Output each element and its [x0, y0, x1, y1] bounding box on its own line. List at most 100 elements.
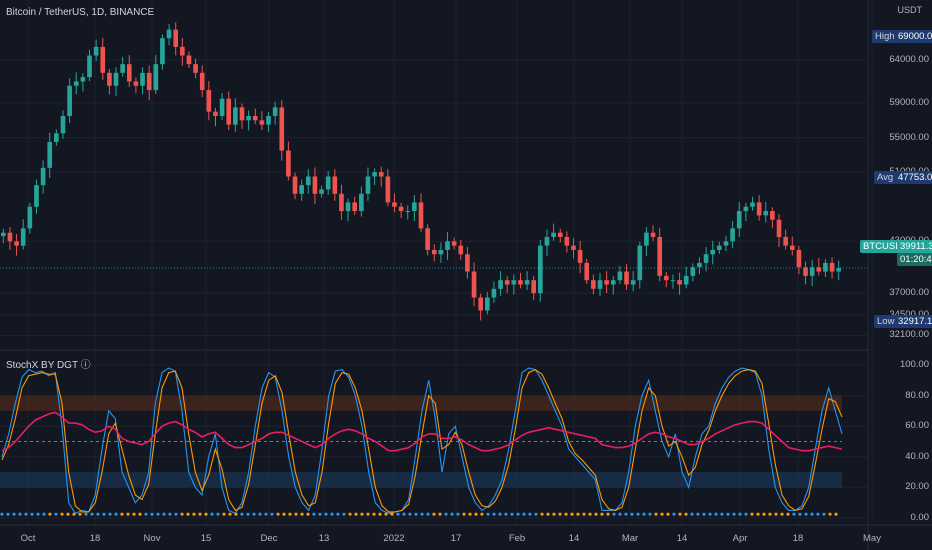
signal-dot — [78, 512, 82, 516]
k-line — [1, 367, 843, 515]
candle-down — [107, 72, 112, 86]
signal-dot — [138, 512, 142, 516]
signal-dot — [660, 512, 664, 516]
signal-dot — [594, 512, 598, 516]
candle-down — [451, 241, 457, 246]
signal-dot — [750, 512, 754, 516]
signal-dot — [546, 512, 550, 516]
candle-down — [279, 107, 285, 151]
currency-label: USDT — [897, 5, 923, 15]
candle-up — [34, 185, 39, 207]
signal-dot — [144, 512, 148, 516]
candle-down — [199, 72, 205, 91]
candle-up — [299, 185, 304, 194]
signal-dot — [198, 512, 202, 516]
candle-up — [40, 167, 46, 186]
candle-up — [359, 193, 364, 212]
candle-up — [697, 262, 702, 268]
signal-dot — [60, 512, 64, 516]
candle-down — [663, 275, 669, 281]
signal-dot — [834, 512, 838, 516]
signal-dot — [396, 512, 400, 516]
candle-up — [637, 245, 643, 281]
indicator-title[interactable]: StochX BY DGT ⓘ — [6, 360, 91, 371]
signal-dot — [630, 512, 634, 516]
candle-down — [504, 280, 510, 285]
signal-dot — [564, 512, 568, 516]
candle-up — [325, 176, 331, 190]
signal-dot — [456, 512, 460, 516]
candle-up — [153, 64, 159, 91]
signal-dot — [702, 512, 706, 516]
current-price-tag: 39911.39 — [897, 240, 932, 253]
stoch-lines — [0, 367, 843, 516]
candle-down — [226, 98, 232, 125]
candle-down — [385, 176, 391, 203]
signal-dot — [360, 512, 364, 516]
signal-dot — [636, 512, 640, 516]
candle-up — [544, 236, 550, 246]
candle-down — [418, 202, 424, 229]
oversold-zone — [0, 472, 842, 488]
signal-dot — [828, 512, 832, 516]
candle-down — [133, 81, 139, 86]
candle-up — [160, 38, 165, 65]
signal-dot — [72, 512, 76, 516]
candle-up — [683, 275, 689, 285]
time-tick-label: Oct — [20, 533, 36, 544]
candle-up — [27, 206, 33, 229]
candle-up — [166, 29, 172, 39]
candle-up — [670, 280, 676, 282]
signal-dot — [762, 512, 766, 516]
signal-dot — [54, 512, 58, 516]
candle-up — [723, 241, 729, 246]
signal-dot — [768, 512, 772, 516]
candle-down — [518, 280, 523, 285]
candle-up — [703, 254, 709, 263]
candle-down — [252, 116, 258, 121]
candle-up — [140, 72, 145, 86]
price-tick-label: 32100.00 — [889, 329, 929, 341]
signal-dot — [276, 512, 280, 516]
signal-dot — [654, 512, 658, 516]
signal-dot — [576, 512, 580, 516]
signal-dot — [534, 512, 538, 516]
signal-dot — [216, 512, 220, 516]
signal-dot — [258, 512, 262, 516]
stoch-zones — [0, 395, 842, 488]
signal-dot — [816, 512, 820, 516]
signal-dot — [438, 512, 442, 516]
candle-down — [591, 280, 596, 289]
signal-dot — [324, 512, 328, 516]
osc-tick-label: 20.00 — [905, 481, 929, 493]
candle-up — [67, 85, 72, 117]
momentum-line — [1, 411, 843, 452]
signal-dot — [498, 512, 502, 516]
candle-down — [465, 254, 470, 272]
candle-down — [186, 55, 192, 65]
symbol-title[interactable]: Bitcoin / TetherUS, 1D, BINANCE — [6, 7, 155, 18]
candle-down — [239, 107, 245, 121]
candle-up — [405, 211, 411, 213]
candle-down — [180, 46, 185, 56]
signal-dot — [432, 512, 436, 516]
signal-dot — [204, 512, 208, 516]
signal-dot — [126, 512, 130, 516]
candle-up — [47, 141, 53, 168]
signal-dot — [744, 512, 748, 516]
signal-dot — [246, 512, 250, 516]
candle-down — [478, 297, 483, 311]
signal-dot — [282, 512, 286, 516]
signal-dot — [480, 512, 484, 516]
low-tag-label: Low — [874, 315, 898, 328]
countdown-tag: 01:20:44 — [897, 253, 932, 266]
time-tick-label: 18 — [89, 533, 101, 544]
time-tick-label: Apr — [732, 533, 748, 544]
candle-up — [305, 176, 311, 186]
price-tick-label: 59000.00 — [889, 97, 929, 109]
signal-dot — [336, 512, 340, 516]
signal-dot — [264, 512, 268, 516]
signal-dot — [318, 512, 322, 516]
signal-dot — [582, 512, 586, 516]
